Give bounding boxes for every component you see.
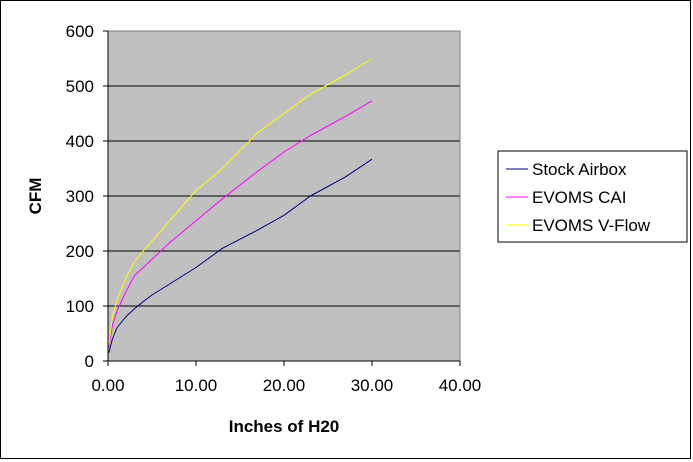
- y-tick-label-1: 100: [66, 297, 94, 316]
- legend-label-1: EVOMS CAI: [532, 188, 626, 207]
- series-layer: [108, 58, 373, 353]
- y-tick-label-2: 200: [66, 242, 94, 261]
- x-tick-label-3: 30.00: [351, 376, 394, 395]
- legend-label-2: EVOMS V-Flow: [532, 216, 651, 235]
- legend: Stock Airbox EVOMS CAI EVOMS V-Flow: [497, 150, 688, 243]
- y-tick-label-5: 500: [66, 77, 94, 96]
- y-tick-label-0: 0: [85, 352, 94, 371]
- x-tick-label-4: 40.00: [439, 376, 482, 395]
- series-line-1: [108, 100, 373, 348]
- series-line-0: [108, 158, 373, 353]
- x-tick-label-0: 0.00: [91, 376, 124, 395]
- x-tick-label-2: 20.00: [263, 376, 306, 395]
- legend-items: Stock Airbox EVOMS CAI EVOMS V-Flow: [506, 160, 651, 235]
- axes: [103, 30, 461, 366]
- y-tick-label-6: 600: [66, 22, 94, 41]
- legend-label-0: Stock Airbox: [532, 160, 627, 179]
- y-tick-labels: 0 100 200 300 400 500 600: [66, 22, 94, 371]
- legend-box: [497, 150, 688, 243]
- x-tick-labels: 0.00 10.00 20.00 30.00 40.00: [91, 376, 481, 395]
- x-axis-title: Inches of H20: [229, 417, 340, 436]
- x-tick-label-1: 10.00: [175, 376, 218, 395]
- y-tick-label-3: 300: [66, 187, 94, 206]
- y-axis-title: CFM: [26, 178, 45, 215]
- y-tick-label-4: 400: [66, 132, 94, 151]
- series-line-2: [108, 58, 373, 345]
